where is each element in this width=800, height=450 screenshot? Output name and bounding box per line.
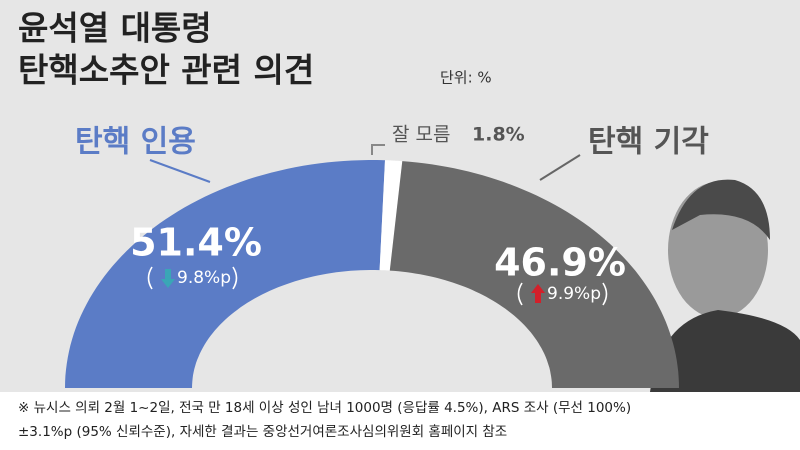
category-label: 탄핵 인용 bbox=[75, 125, 196, 160]
paren bbox=[232, 266, 238, 290]
connector bbox=[539, 154, 581, 181]
footnote-band bbox=[0, 392, 800, 450]
donut-segment bbox=[65, 160, 385, 388]
value-label: 51.4% bbox=[130, 221, 262, 265]
connector bbox=[371, 144, 385, 155]
footnote: ※ 뉴시스 의뢰 2월 1~2일, 전국 만 18세 이상 성인 남녀 1000… bbox=[18, 400, 631, 416]
donut-segment bbox=[379, 160, 403, 271]
unit-label: 단위: % bbox=[440, 69, 492, 87]
category-label: 잘 모름 bbox=[392, 124, 450, 146]
title-line: 윤석열 대통령 bbox=[18, 9, 212, 48]
value-label: 1.8% bbox=[472, 124, 525, 146]
value-label: 46.9% bbox=[494, 241, 626, 285]
change-arrow bbox=[161, 269, 175, 288]
change-label: 9.8%p bbox=[177, 268, 231, 288]
category-label: 탄핵 기각 bbox=[588, 125, 709, 160]
footnote: ±3.1%p (95% 신뢰수준), 자세한 결과는 중앙선거여론조사심의위원회… bbox=[18, 424, 507, 440]
connector bbox=[149, 159, 211, 183]
portrait bbox=[650, 179, 800, 392]
change-arrow bbox=[531, 284, 545, 303]
paren bbox=[147, 266, 153, 290]
donut-segment bbox=[389, 161, 679, 388]
paren bbox=[517, 282, 523, 306]
title-line: 탄핵소추안 관련 의견 bbox=[18, 51, 314, 90]
change-label: 9.9%p bbox=[547, 284, 601, 304]
paren bbox=[602, 282, 608, 306]
